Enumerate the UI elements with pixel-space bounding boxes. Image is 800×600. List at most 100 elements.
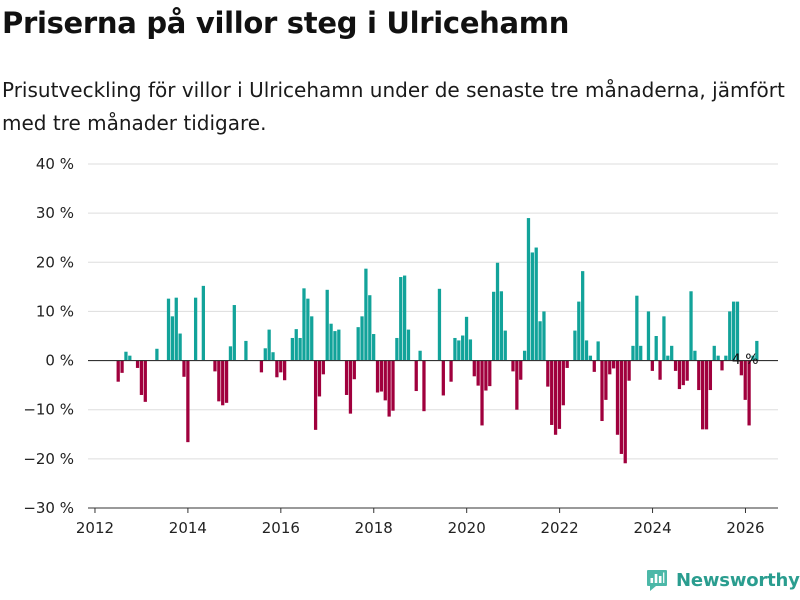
chart-subtitle: Prisutveckling för villor i Ulricehamn u… <box>2 78 785 135</box>
bar <box>673 360 678 371</box>
bar <box>228 346 233 361</box>
x-tick-label: 2026 <box>726 519 764 537</box>
bar <box>619 360 623 454</box>
bar <box>751 355 755 361</box>
bar <box>457 340 461 361</box>
bar <box>441 360 445 396</box>
bar <box>716 355 720 361</box>
bar <box>592 360 596 372</box>
bar <box>275 360 279 378</box>
y-tick-label: 40 % <box>36 155 74 173</box>
bar <box>302 288 306 361</box>
bar <box>120 360 124 373</box>
gridlines <box>88 163 778 509</box>
bar <box>344 360 349 395</box>
bar <box>348 360 353 414</box>
y-tick-label: −10 % <box>23 401 74 419</box>
bar <box>290 337 295 361</box>
bar <box>662 316 666 361</box>
y-axis-ticks: −30 % −20 % −10 % 0 % 10 % 20 % 30 % 40 % <box>23 155 74 517</box>
x-tick-label: 2012 <box>76 519 114 537</box>
bar <box>174 297 178 361</box>
brand-name: Newsworthy <box>676 569 800 591</box>
bar <box>596 341 600 361</box>
bar <box>283 360 287 381</box>
bar <box>139 360 144 395</box>
bar <box>608 360 612 375</box>
bar <box>166 298 171 361</box>
x-tick-label: 2014 <box>169 519 207 537</box>
bar <box>364 268 368 361</box>
bar <box>728 311 732 361</box>
bar <box>232 305 236 361</box>
bar <box>453 337 457 361</box>
bar <box>534 247 538 361</box>
bar <box>406 329 411 361</box>
bar <box>170 316 175 361</box>
x-tick-label: 2022 <box>541 519 579 537</box>
bar <box>712 345 716 361</box>
bar <box>128 355 132 361</box>
bar <box>635 295 639 361</box>
x-tick-label: 2020 <box>448 519 486 537</box>
bar <box>259 360 264 373</box>
bar <box>747 360 751 426</box>
bar <box>646 311 651 361</box>
bar <box>379 360 384 392</box>
bar <box>124 351 128 361</box>
bar <box>449 360 453 382</box>
bar <box>600 360 604 422</box>
bar <box>731 301 736 361</box>
bar <box>224 360 229 403</box>
bar <box>461 335 465 361</box>
bar-chart: −30 %−20 %−10 %0 %10 %20 %30 %40 % 2012 2… <box>23 155 778 537</box>
bar <box>464 316 469 361</box>
bar <box>310 316 314 361</box>
bar <box>221 360 225 406</box>
bar <box>368 295 372 361</box>
newsworthy-logo: Newsworthy <box>645 568 800 592</box>
bar <box>182 360 186 377</box>
y-tick-label: −20 % <box>23 450 74 468</box>
bar-chart-logo-icon <box>647 570 667 591</box>
bar <box>573 330 577 361</box>
bar <box>414 360 418 392</box>
bar <box>735 301 740 361</box>
bar <box>743 360 747 400</box>
y-tick-label: 20 % <box>36 253 74 271</box>
bar <box>313 360 318 430</box>
x-tick-label: 2018 <box>355 519 393 537</box>
bars <box>116 218 759 464</box>
bar <box>333 331 337 361</box>
bar <box>422 360 426 412</box>
bar <box>704 360 709 430</box>
x-tick-label: 2016 <box>262 519 300 537</box>
bar <box>701 360 705 430</box>
bar <box>321 360 325 375</box>
bar <box>611 360 616 369</box>
bar <box>557 360 562 429</box>
bar <box>135 360 140 368</box>
bar <box>193 297 198 361</box>
bar <box>693 350 697 361</box>
bar <box>372 334 376 361</box>
bar <box>623 360 627 464</box>
bar <box>627 360 631 381</box>
bar <box>298 337 302 361</box>
bar <box>519 360 523 380</box>
bar <box>360 316 364 361</box>
bar <box>213 360 217 372</box>
bar <box>654 336 658 361</box>
bar <box>418 350 422 361</box>
bar <box>484 360 488 391</box>
bar <box>755 340 759 361</box>
y-tick-label: 30 % <box>36 204 74 222</box>
bar <box>650 360 654 371</box>
bar <box>631 345 635 361</box>
bar <box>267 329 271 361</box>
bar <box>681 360 685 386</box>
y-tick-label: 10 % <box>36 302 74 320</box>
bar <box>689 291 693 361</box>
bar <box>615 360 620 435</box>
y-tick-label: 0 % <box>45 352 74 370</box>
